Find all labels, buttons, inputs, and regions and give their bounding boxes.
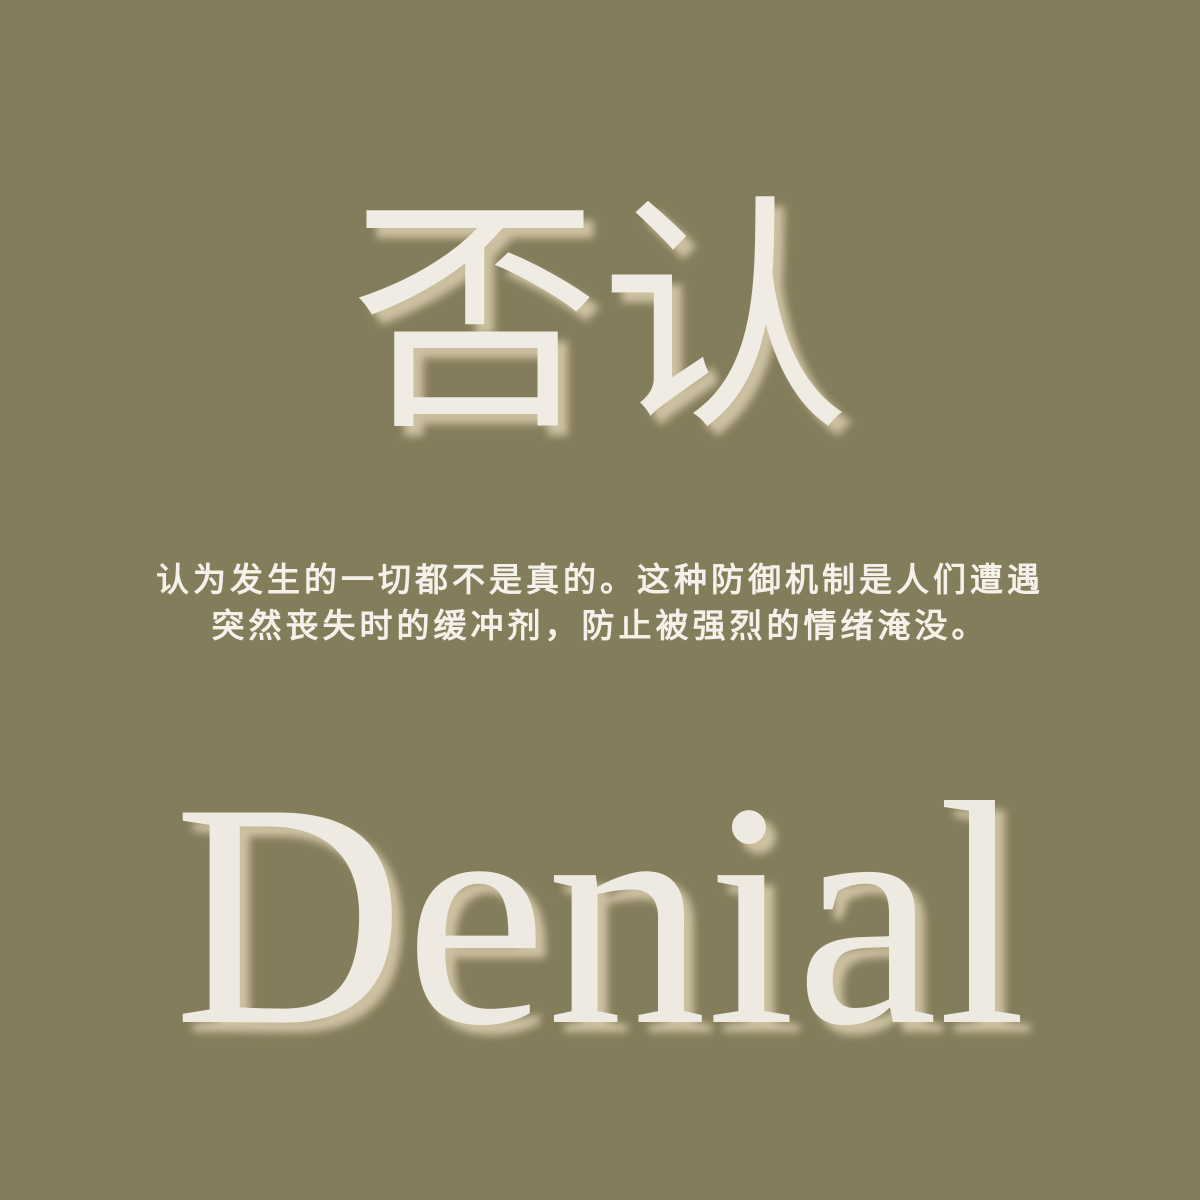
- chinese-title: 否认: [350, 174, 850, 465]
- description-text: 认为发生的一切都不是真的。这种防御机制是人们遭遇突然丧失时的缓冲剂，防止被强烈的…: [156, 560, 1044, 645]
- english-title: Denial: [173, 738, 1027, 1092]
